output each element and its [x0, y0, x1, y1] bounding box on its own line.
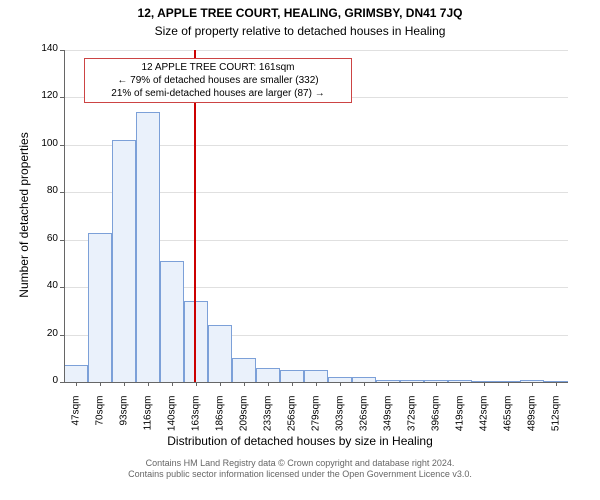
histogram-bar: [64, 365, 88, 382]
x-tick-mark: [292, 382, 293, 386]
x-tick-mark: [412, 382, 413, 386]
histogram-bar: [208, 325, 232, 382]
x-tick-label: 326sqm: [359, 396, 370, 436]
x-tick-mark: [532, 382, 533, 386]
x-tick-label: 303sqm: [335, 396, 346, 436]
y-axis-line: [64, 50, 65, 382]
y-tick-mark: [60, 287, 64, 288]
grid-line: [64, 50, 568, 51]
footer-attribution: Contains HM Land Registry data © Crown c…: [0, 458, 600, 481]
annotation-box: 12 APPLE TREE COURT: 161sqm← 79% of deta…: [84, 58, 352, 103]
y-tick-mark: [60, 192, 64, 193]
x-tick-label: 512sqm: [551, 396, 562, 436]
histogram-bar: [112, 140, 136, 382]
x-tick-mark: [340, 382, 341, 386]
x-tick-label: 465sqm: [503, 396, 514, 436]
x-tick-label: 419sqm: [455, 396, 466, 436]
annotation-line-3: 21% of semi-detached houses are larger (…: [91, 87, 345, 100]
x-tick-label: 233sqm: [263, 396, 274, 436]
x-tick-label: 163sqm: [191, 396, 202, 436]
x-tick-mark: [100, 382, 101, 386]
y-tick-label: 80: [30, 185, 58, 196]
x-tick-label: 209sqm: [239, 396, 250, 436]
y-tick-label: 60: [30, 233, 58, 244]
y-tick-mark: [60, 335, 64, 336]
x-tick-label: 140sqm: [167, 396, 178, 436]
x-tick-mark: [460, 382, 461, 386]
y-tick-mark: [60, 382, 64, 383]
x-tick-mark: [244, 382, 245, 386]
y-tick-label: 20: [30, 328, 58, 339]
x-tick-mark: [148, 382, 149, 386]
footer-line-1: Contains HM Land Registry data © Crown c…: [0, 458, 600, 469]
x-tick-label: 70sqm: [95, 396, 106, 436]
histogram-plot: 12 APPLE TREE COURT: 161sqm← 79% of deta…: [64, 50, 568, 382]
y-tick-label: 40: [30, 280, 58, 291]
y-tick-label: 0: [30, 375, 58, 386]
x-tick-label: 489sqm: [527, 396, 538, 436]
page-title: 12, APPLE TREE COURT, HEALING, GRIMSBY, …: [0, 6, 600, 20]
x-tick-label: 116sqm: [143, 396, 154, 436]
x-tick-label: 47sqm: [71, 396, 82, 436]
x-tick-mark: [364, 382, 365, 386]
x-tick-mark: [76, 382, 77, 386]
footer-line-2: Contains public sector information licen…: [0, 469, 600, 480]
y-tick-mark: [60, 97, 64, 98]
x-tick-label: 256sqm: [287, 396, 298, 436]
histogram-bar: [280, 370, 304, 382]
y-tick-label: 100: [30, 138, 58, 149]
histogram-bar: [304, 370, 328, 382]
x-tick-label: 279sqm: [311, 396, 322, 436]
x-tick-label: 372sqm: [407, 396, 418, 436]
x-tick-mark: [220, 382, 221, 386]
x-tick-label: 186sqm: [215, 396, 226, 436]
histogram-bar: [256, 368, 280, 382]
x-tick-mark: [508, 382, 509, 386]
y-tick-mark: [60, 145, 64, 146]
y-tick-mark: [60, 50, 64, 51]
x-tick-mark: [436, 382, 437, 386]
x-tick-mark: [388, 382, 389, 386]
y-tick-label: 120: [30, 90, 58, 101]
histogram-bar: [160, 261, 184, 382]
y-tick-mark: [60, 240, 64, 241]
annotation-line-1: 12 APPLE TREE COURT: 161sqm: [91, 61, 345, 74]
chart-container: 12, APPLE TREE COURT, HEALING, GRIMSBY, …: [0, 0, 600, 500]
histogram-bar: [136, 112, 160, 382]
y-tick-label: 140: [30, 43, 58, 54]
x-axis-label: Distribution of detached houses by size …: [0, 434, 600, 448]
histogram-bar: [232, 358, 256, 382]
x-tick-label: 349sqm: [383, 396, 394, 436]
x-tick-label: 396sqm: [431, 396, 442, 436]
x-tick-mark: [172, 382, 173, 386]
x-tick-mark: [196, 382, 197, 386]
x-tick-mark: [316, 382, 317, 386]
chart-subtitle: Size of property relative to detached ho…: [0, 24, 600, 38]
x-tick-mark: [556, 382, 557, 386]
x-tick-label: 442sqm: [479, 396, 490, 436]
histogram-bar: [184, 301, 208, 382]
x-tick-mark: [484, 382, 485, 386]
x-tick-mark: [124, 382, 125, 386]
histogram-bar: [88, 233, 112, 382]
x-tick-mark: [268, 382, 269, 386]
y-axis-label: Number of detached properties: [17, 115, 31, 315]
x-tick-label: 93sqm: [119, 396, 130, 436]
annotation-line-2: ← 79% of detached houses are smaller (33…: [91, 74, 345, 87]
